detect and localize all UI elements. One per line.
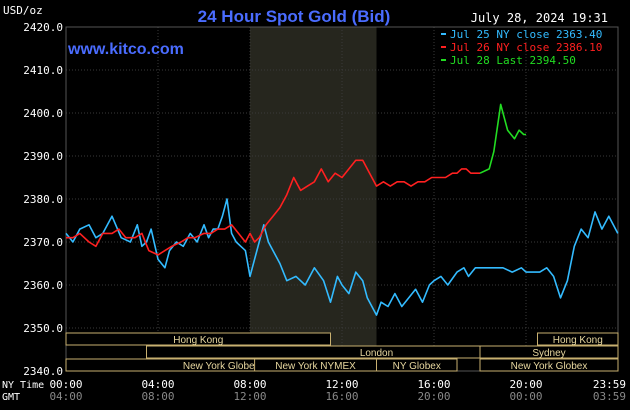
x-tick-ny: 20:00 — [509, 378, 542, 391]
x-tick-gmt: 12:00 — [233, 390, 266, 403]
x-tick-ny: 23:59 — [593, 378, 626, 391]
x-tick-gmt: 04:00 — [49, 390, 82, 403]
x-tick-gmt: 20:00 — [417, 390, 450, 403]
series-line — [66, 159, 480, 256]
legend-swatch — [441, 59, 446, 61]
session-label: Hong Kong — [553, 335, 603, 346]
series-line — [65, 198, 619, 316]
session-label: New York Globex — [511, 361, 588, 372]
gmt-label: GMT — [2, 392, 20, 403]
session-label: New York Globex — [183, 361, 260, 372]
session-label: NY Globex — [393, 361, 441, 372]
session-bar — [479, 345, 619, 359]
y-tick-label: 2350.0 — [23, 322, 63, 335]
y-tick-label: 2380.0 — [23, 193, 63, 206]
y-tick-label: 2390.0 — [23, 150, 63, 163]
session-label: Sydney — [532, 348, 565, 359]
timestamp: July 28, 2024 19:31 — [471, 11, 608, 25]
y-tick-label: 2420.0 — [23, 21, 63, 34]
session-bar — [376, 358, 458, 372]
x-tick-ny: 08:00 — [233, 378, 266, 391]
london-session-shading — [250, 27, 377, 371]
y-tick-label: 2370.0 — [23, 236, 63, 249]
session-bar — [537, 332, 619, 346]
y-tick-label: 2360.0 — [23, 279, 63, 292]
legend-entry: Jul 26 NY close 2386.10 — [450, 41, 602, 54]
source-url: www.kitco.com — [67, 41, 184, 58]
x-tick-gmt: 03:59 — [593, 390, 626, 403]
y-tick-label: 2340.0 — [23, 365, 63, 378]
x-tick-gmt: 16:00 — [325, 390, 358, 403]
session-label: Hong Kong — [173, 335, 223, 346]
session-label: New York NYMEX — [275, 361, 356, 372]
y-tick-label: 2410.0 — [23, 64, 63, 77]
legend-entry: Jul 25 NY close 2363.40 — [450, 28, 602, 41]
x-tick-ny: 12:00 — [325, 378, 358, 391]
x-tick-gmt: 00:00 — [509, 390, 542, 403]
x-tick-ny: 04:00 — [141, 378, 174, 391]
chart-title: 24 Hour Spot Gold (Bid) — [198, 7, 391, 26]
session-bar — [65, 332, 331, 346]
legend-swatch — [441, 33, 446, 35]
ny-time-label: NY Time — [2, 380, 44, 391]
legend-entry: Jul 28 Last 2394.50 — [450, 54, 576, 67]
units-label: USD/oz — [3, 4, 43, 17]
x-tick-gmt: 08:00 — [141, 390, 174, 403]
x-tick-ny: 00:00 — [49, 378, 82, 391]
series-line — [479, 103, 526, 174]
x-tick-ny: 16:00 — [417, 378, 450, 391]
legend-swatch — [441, 46, 446, 48]
session-label: London — [360, 348, 393, 359]
y-tick-label: 2400.0 — [23, 107, 63, 120]
session-bar — [479, 358, 619, 372]
